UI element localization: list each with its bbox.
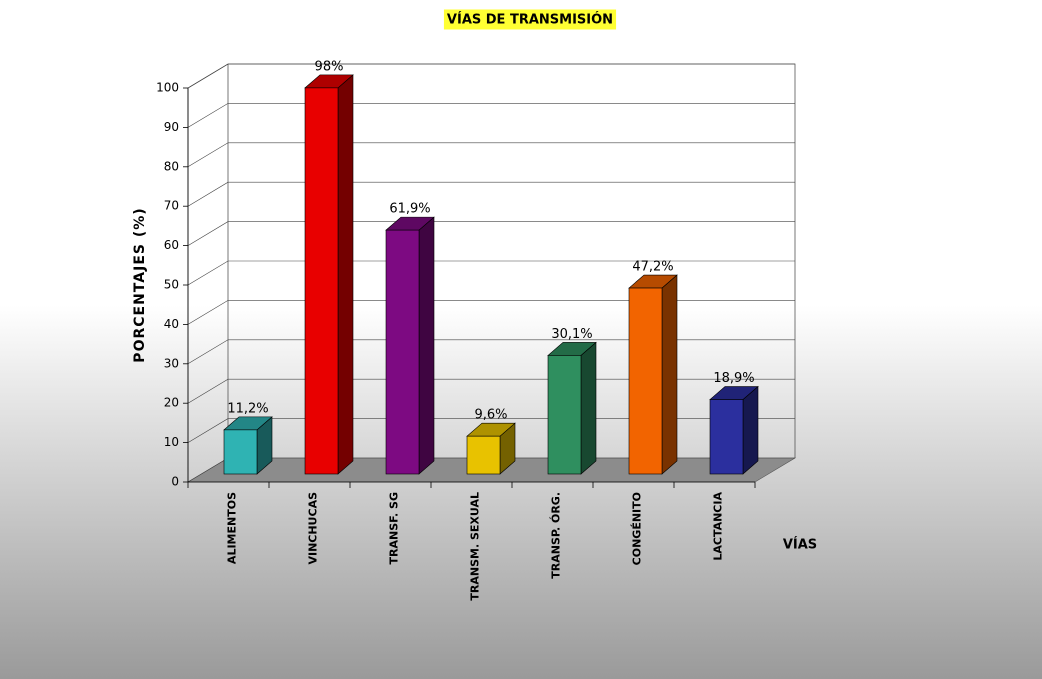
y-tick-label: 100 — [156, 81, 179, 95]
grid-line — [187, 300, 795, 325]
y-tick-label: 70 — [164, 199, 179, 213]
bar-side — [742, 385, 759, 475]
x-tick-label: TRANSF. SG — [388, 492, 401, 564]
x-tick-label: CONGÉNITO — [631, 492, 644, 565]
bar — [628, 287, 663, 475]
data-label: 9,6% — [474, 408, 507, 423]
bar-side — [337, 74, 354, 475]
x-tick-label: LACTANCIA — [712, 492, 725, 561]
x-tick-label: ALIMENTOS — [226, 492, 239, 564]
bar — [385, 229, 420, 475]
x-tick-label: TRANSM. SEXUAL — [469, 492, 482, 601]
data-label: 98% — [315, 59, 344, 74]
bar — [709, 399, 744, 475]
y-tick-label: 10 — [164, 435, 179, 449]
bar — [223, 429, 258, 475]
y-tick-label: 0 — [171, 475, 179, 489]
data-label: 61,9% — [389, 202, 430, 217]
y-axis-label: PORCENTAJES (%) — [132, 207, 148, 362]
y-tick-label: 40 — [164, 317, 179, 331]
x-tick-label: TRANSP. ÓRG. — [550, 492, 563, 579]
grid-line — [187, 378, 795, 404]
title-highlight — [443, 9, 617, 30]
bar — [304, 87, 339, 475]
bar — [466, 435, 501, 475]
x-tick-label: VINCHUCAS — [307, 492, 320, 565]
grid-line — [187, 260, 795, 286]
y-tick-label: 80 — [164, 159, 179, 173]
bar-side — [580, 341, 597, 475]
bar — [547, 355, 582, 475]
data-label: 47,2% — [632, 260, 673, 275]
y-tick-label: 20 — [164, 396, 179, 410]
grid-line — [187, 63, 795, 89]
y-tick-label: 90 — [164, 120, 179, 134]
grid-line — [187, 142, 795, 168]
chart-title: VÍAS DE TRANSMISIÓN — [447, 12, 613, 28]
data-label: 11,2% — [227, 401, 268, 416]
x-axis-label: VÍAS — [783, 537, 817, 553]
grid-line — [187, 418, 795, 443]
grid-line — [187, 181, 795, 207]
bar-side — [418, 216, 435, 475]
grid-line — [187, 339, 795, 365]
y-tick-label: 30 — [164, 356, 179, 370]
y-tick-label: 60 — [164, 238, 179, 252]
grid-line — [187, 221, 795, 246]
grid-line — [187, 103, 795, 128]
data-label: 18,9% — [713, 371, 754, 386]
bar-side — [661, 274, 678, 475]
y-tick-label: 50 — [164, 278, 179, 292]
data-label: 30,1% — [551, 327, 592, 342]
